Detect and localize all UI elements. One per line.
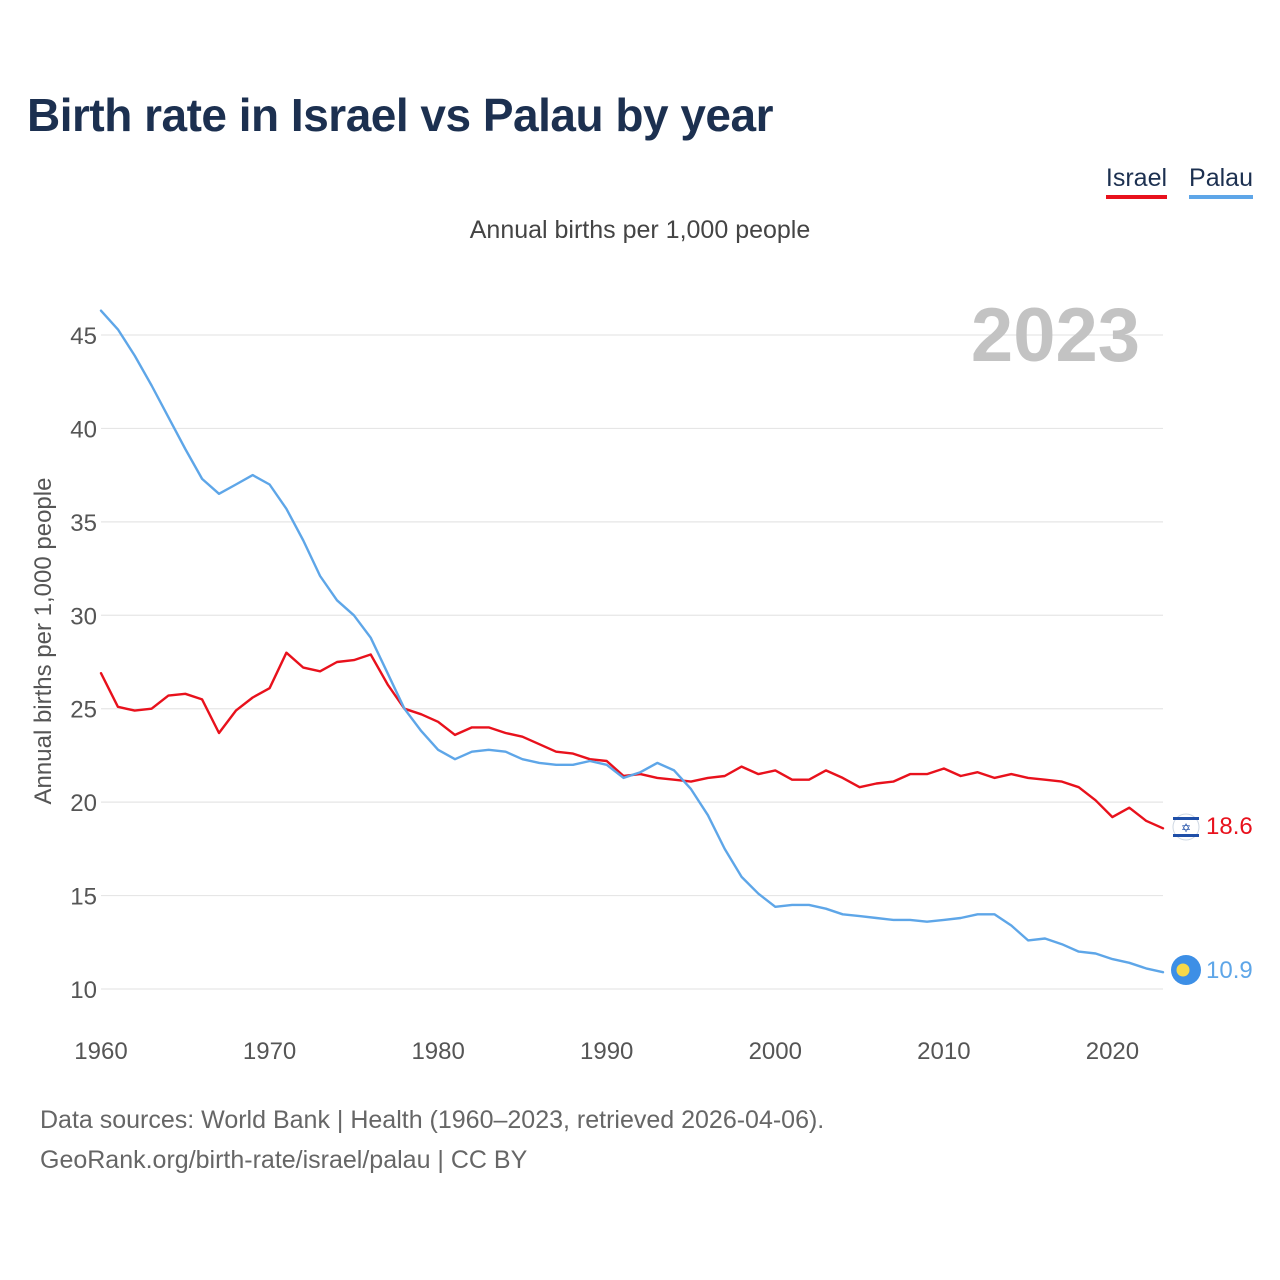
x-axis-ticks: 1960 1970 1980 1990 2000 2010 2020 [74,1038,1139,1065]
israel-flag-icon: ✡ [1172,813,1200,841]
footer-link[interactable]: GeoRank.org/birth-rate/israel/palau | CC… [40,1146,528,1174]
y-tick-label: 35 [70,510,97,537]
chart-title: Birth rate in Israel vs Palau by year [27,89,773,141]
svg-text:✡: ✡ [1181,821,1191,835]
legend: Israel Palau [1105,164,1253,199]
y-tick-label: 30 [70,603,97,630]
x-tick-label: 1980 [411,1038,464,1065]
palau-end-label: 10.9 [1206,957,1253,984]
footer-sources: Data sources: World Bank | Health (1960–… [40,1106,825,1134]
series-lines [99,309,1165,974]
y-tick-label: 10 [70,977,97,1004]
y-tick-label: 20 [70,790,97,817]
palau-flag-icon [1171,955,1201,985]
y-tick-label: 45 [70,323,97,350]
x-tick-label: 2010 [917,1038,970,1065]
x-tick-label: 1970 [243,1038,296,1065]
y-tick-label: 25 [70,697,97,724]
legend-item-palau[interactable]: Palau [1189,164,1253,199]
year-watermark: 2023 [971,293,1140,378]
y-tick-label: 15 [70,884,97,911]
grid-lines [101,334,1163,990]
israel-end-label: 18.6 [1206,813,1253,840]
y-axis-label: Annual births per 1,000 people [30,478,57,805]
y-axis-ticks: 10 15 20 25 30 35 40 45 [70,323,97,1004]
series-line-palau[interactable] [99,309,1165,974]
chart-subtitle: Annual births per 1,000 people [469,216,811,244]
x-tick-label: 1960 [74,1038,127,1065]
x-tick-label: 2020 [1086,1038,1139,1065]
x-tick-label: 2000 [749,1038,802,1065]
x-tick-label: 1990 [580,1038,633,1065]
legend-item-israel[interactable]: Israel [1105,164,1168,199]
y-tick-label: 40 [70,416,97,443]
